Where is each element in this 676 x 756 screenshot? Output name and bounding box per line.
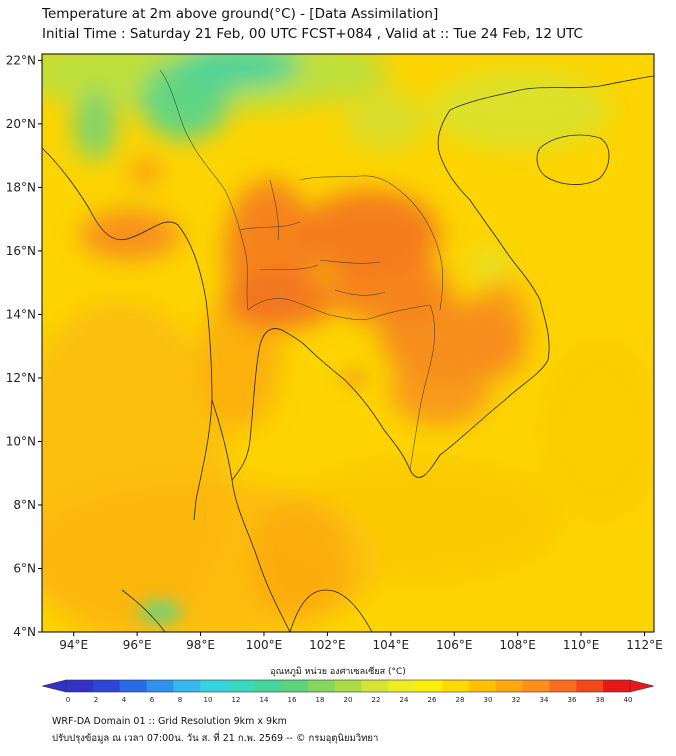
coastlines xyxy=(42,75,654,632)
colorbar-label: 12 xyxy=(232,696,241,704)
footer-model-info: WRF-DA Domain 01 :: Grid Resolution 9km … xyxy=(52,716,287,727)
lat-tick-label: 16°N xyxy=(6,244,36,258)
lon-tick-label: 102°E xyxy=(309,638,346,652)
colorbar-label: 38 xyxy=(596,696,605,704)
colorbar-max-arrow xyxy=(629,679,655,693)
colorbar-min-arrow xyxy=(41,679,67,693)
colorbar-label: 8 xyxy=(178,696,182,704)
colorbar-label: 34 xyxy=(540,696,549,704)
footer-update-info: ปรับปรุงข้อมูล ณ เวลา 07:00น. วัน ส. ที่… xyxy=(52,733,379,744)
colorbar-swatch xyxy=(495,680,524,692)
colorbar-label: 36 xyxy=(568,696,577,704)
colorbar-label: 40 xyxy=(624,696,633,704)
lon-tick-label: 106°E xyxy=(436,638,473,652)
colorbar-swatch xyxy=(92,680,121,692)
colorbar-label: 30 xyxy=(484,696,493,704)
colorbar: 0 2 4 6 8 10 12 14 16 18 20 22 24 26 28 30 32 34 36 38 40 xyxy=(41,679,655,704)
colorbar-swatch xyxy=(307,680,336,692)
lat-tick-label: 18°N xyxy=(6,180,36,194)
colorbar-swatch xyxy=(442,680,470,692)
colorbar-swatch xyxy=(200,680,228,692)
colorbar-label: 4 xyxy=(122,696,127,704)
map-frame xyxy=(41,53,655,633)
colorbar-swatch xyxy=(280,680,309,692)
lat-tick-label: 10°N xyxy=(6,434,36,448)
colorbar-outline xyxy=(65,679,631,693)
colorbar-swatch xyxy=(549,680,577,692)
colorbar-swatch xyxy=(146,680,174,692)
colorbar-label: 28 xyxy=(456,696,465,704)
colorbar-swatch xyxy=(254,680,282,692)
colorbar-label: 32 xyxy=(512,696,521,704)
colorbar-swatch xyxy=(522,680,550,692)
lat-tick-label: 6°N xyxy=(13,561,36,575)
colorbar-swatch xyxy=(119,680,148,692)
lat-tick-label: 20°N xyxy=(6,117,36,131)
colorbar-label: 2 xyxy=(94,696,98,704)
lat-tick-label: 14°N xyxy=(6,307,36,321)
colorbar-swatch xyxy=(66,680,94,692)
lat-tick-label: 8°N xyxy=(13,498,36,512)
lon-tick-label: 94°E xyxy=(59,638,88,652)
colorbar-label: 24 xyxy=(400,696,409,704)
colorbar-swatch xyxy=(334,680,362,692)
colorbar-label: 14 xyxy=(260,696,269,704)
colorbar-swatch xyxy=(227,680,255,692)
colorbar-swatch xyxy=(388,680,416,692)
colorbar-label: 0 xyxy=(66,696,70,704)
borders xyxy=(159,69,444,471)
lat-tick-label: 12°N xyxy=(6,371,36,385)
colorbar-swatch xyxy=(173,680,201,692)
lon-tick-label: 98°E xyxy=(186,638,215,652)
lat-tick-label: 4°N xyxy=(13,625,36,639)
lat-tick-label: 22°N xyxy=(6,53,36,67)
latitude-axis: 4°N 6°N 8°N 10°N 12°N 14°N 16°N 18°N 20°N 22°N xyxy=(6,53,42,639)
map-title: Temperature at 2m above ground(°C) - [Da… xyxy=(42,6,439,22)
colorbar-label: 26 xyxy=(428,696,437,704)
lon-tick-label: 110°E xyxy=(563,638,600,652)
longitude-axis: 94°E 96°E 98°E 100°E 102°E 104°E 106°E 108°E 110… xyxy=(59,632,663,652)
colorbar-swatch xyxy=(468,680,497,692)
map-subtitle: Initial Time : Saturday 21 Feb, 00 UTC F… xyxy=(42,26,583,42)
colorbar-swatch xyxy=(603,680,631,692)
temperature-field xyxy=(42,54,654,632)
colorbar-label: 20 xyxy=(344,696,353,704)
colorbar-swatch xyxy=(415,680,443,692)
colorbar-label: 22 xyxy=(372,696,381,704)
colorbar-swatch xyxy=(576,680,604,692)
colorbar-label: 16 xyxy=(288,696,297,704)
colorbar-label: 18 xyxy=(316,696,325,704)
lon-tick-label: 112°E xyxy=(626,638,663,652)
lon-tick-label: 108°E xyxy=(499,638,536,652)
lon-tick-label: 104°E xyxy=(373,638,410,652)
colorbar-label: 10 xyxy=(204,696,213,704)
colorbar-label: 6 xyxy=(150,696,155,704)
colorbar-swatch xyxy=(361,680,389,692)
lon-tick-label: 96°E xyxy=(123,638,152,652)
colorbar-title: อุณหภูมิ หน่วย องศาเซลเซียส (°C) xyxy=(270,667,406,677)
lon-tick-label: 100°E xyxy=(246,638,283,652)
